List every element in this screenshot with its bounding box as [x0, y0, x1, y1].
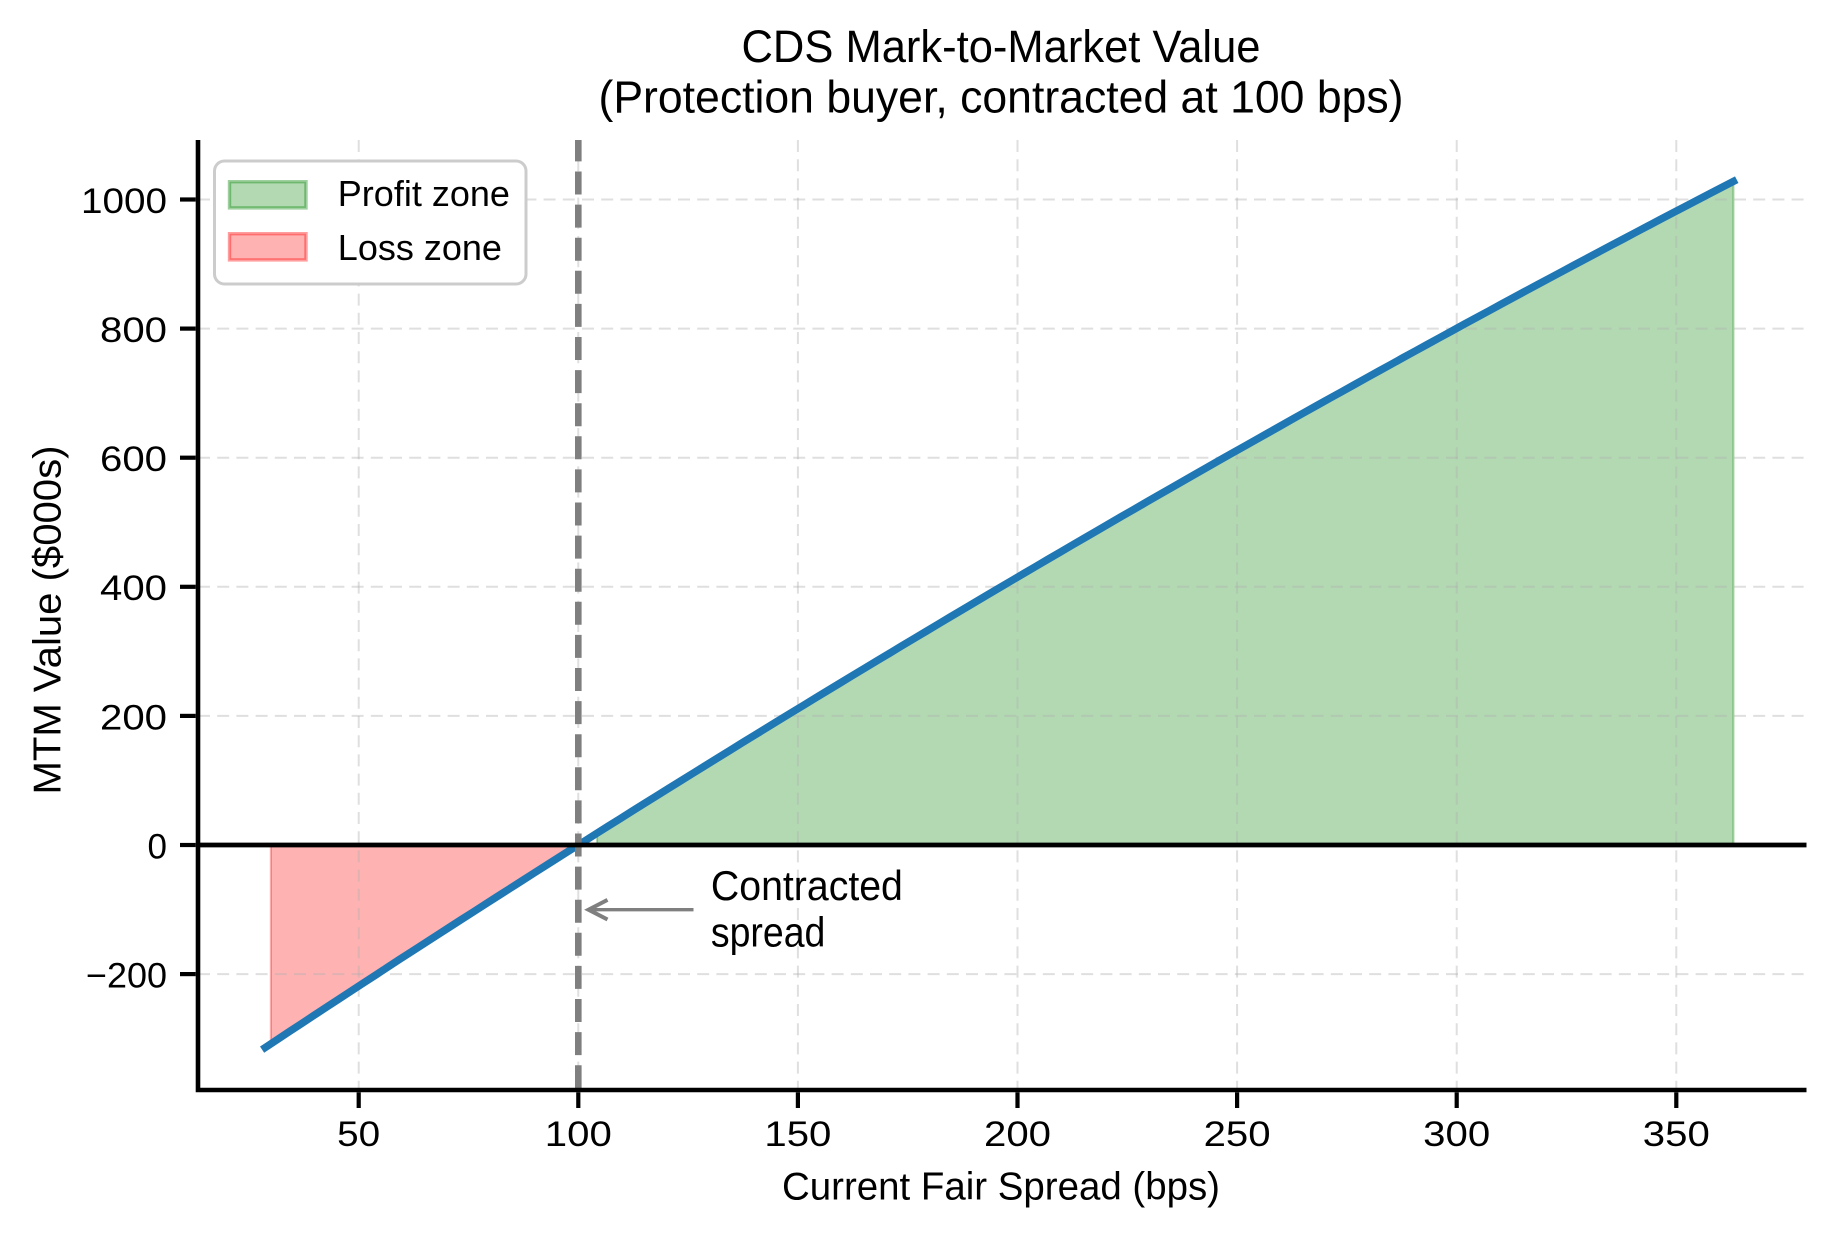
svg-text:(Protection buyer, contracted: (Protection buyer, contracted at 100 bps…: [599, 72, 1404, 123]
svg-text:1000: 1000: [81, 182, 167, 221]
svg-text:Current Fair Spread (bps): Current Fair Spread (bps): [782, 1165, 1220, 1208]
svg-text:Contracted: Contracted: [711, 862, 903, 909]
svg-text:Loss zone: Loss zone: [338, 227, 502, 268]
svg-text:Profit zone: Profit zone: [338, 173, 510, 214]
svg-text:200: 200: [100, 698, 167, 737]
svg-text:400: 400: [100, 569, 167, 608]
svg-text:300: 300: [1423, 1115, 1490, 1154]
svg-text:−200: −200: [86, 957, 167, 996]
svg-text:CDS Mark-to-Market Value: CDS Mark-to-Market Value: [742, 21, 1261, 72]
svg-text:50: 50: [337, 1115, 380, 1154]
svg-text:100: 100: [545, 1115, 612, 1154]
svg-text:350: 350: [1643, 1115, 1710, 1154]
svg-text:spread: spread: [711, 909, 826, 956]
svg-text:150: 150: [764, 1115, 831, 1154]
svg-text:800: 800: [100, 311, 167, 350]
svg-text:600: 600: [100, 440, 167, 479]
svg-text:MTM Value ($000s): MTM Value ($000s): [27, 446, 70, 795]
svg-text:250: 250: [1204, 1115, 1271, 1154]
svg-text:0: 0: [148, 827, 167, 866]
svg-text:200: 200: [984, 1115, 1051, 1154]
